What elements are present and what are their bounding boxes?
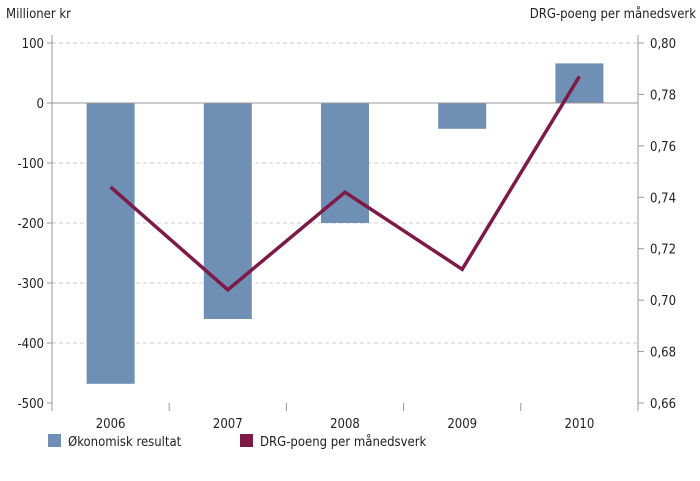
left-tick-label: 100 [22, 37, 44, 52]
right-tick-label: 0,78 [650, 88, 676, 103]
x-tick-label: 2006 [96, 417, 126, 432]
left-tick-label: -400 [17, 337, 44, 352]
left-tick-label: -200 [17, 217, 44, 232]
left-tick-label: -100 [17, 157, 44, 172]
right-tick-label: 0,76 [650, 140, 676, 155]
x-tick-label: 2010 [565, 417, 595, 432]
bar-2010 [555, 63, 604, 103]
legend-swatch-line [240, 434, 253, 447]
right-tick-label: 0,80 [650, 37, 676, 52]
right-axis-title: DRG-poeng per månedsverk [530, 7, 697, 22]
legend-swatch-bar [48, 434, 61, 447]
x-tick-label: 2008 [330, 417, 360, 432]
right-tick-label: 0,66 [650, 397, 676, 412]
legend-label-line: DRG-poeng per månedsverk [260, 435, 427, 450]
bar-2007 [203, 103, 252, 319]
left-tick-label: -500 [17, 397, 44, 412]
bar-2009 [438, 103, 487, 129]
right-tick-label: 0,74 [650, 191, 676, 206]
right-tick-label: 0,72 [650, 243, 676, 258]
left-tick-label: 0 [37, 97, 44, 112]
legend-label-bar: Økonomisk resultat [68, 435, 182, 450]
bar-2006 [86, 103, 135, 384]
left-axis-title: Millioner kr [6, 7, 71, 22]
x-tick-label: 2007 [213, 417, 243, 432]
right-tick-label: 0,68 [650, 346, 676, 361]
x-tick-label: 2009 [447, 417, 477, 432]
left-tick-label: -300 [17, 277, 44, 292]
right-tick-label: 0,70 [650, 294, 676, 309]
